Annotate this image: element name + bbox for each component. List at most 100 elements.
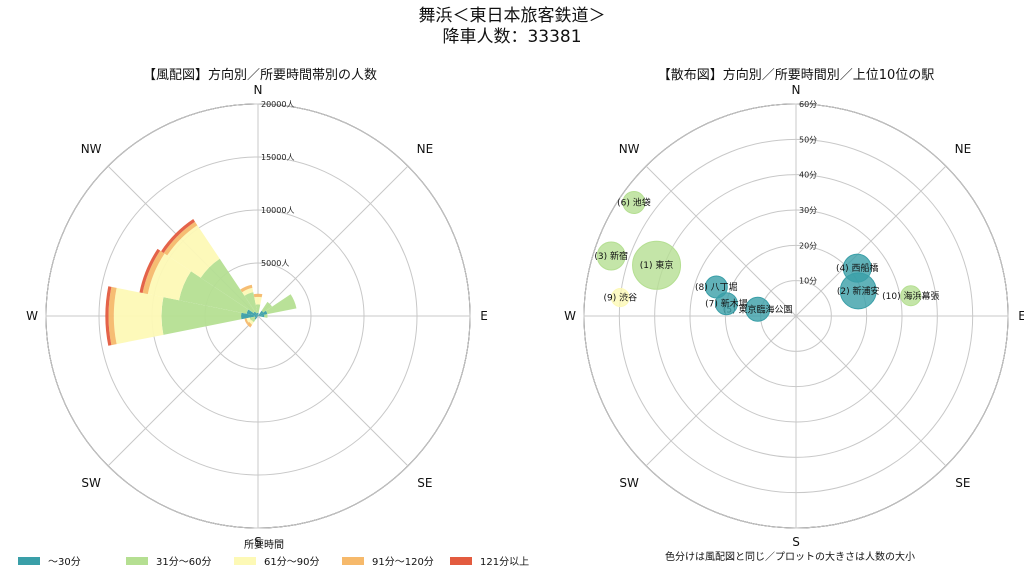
windrose-direction-nw: NW — [81, 142, 102, 156]
scatter-direction-n: N — [792, 83, 801, 97]
scatter-note: 色分けは風配図と同じ／プロットの大きさは人数の大小 — [665, 552, 915, 563]
windrose-direction-sw: SW — [81, 476, 101, 490]
scatter-direction-s: S — [792, 535, 800, 549]
scatter-grid-spoke — [795, 165, 947, 317]
scatter-r-tick-label: 30分 — [799, 206, 817, 215]
scatter-title: 【散布図】方向別／所要時間別／上位10位の駅 — [657, 68, 935, 83]
legend-item: ～30分 — [18, 553, 81, 568]
scatter-point-label: (3) 新宿 — [594, 250, 628, 262]
scatter-point — [610, 288, 630, 308]
legend-item: 121分以上 — [450, 553, 529, 568]
windrose-grid-spoke — [257, 315, 409, 467]
windrose-bar — [249, 316, 256, 321]
windrose-bar — [246, 309, 258, 316]
windrose-bar — [249, 320, 254, 325]
scatter-point — [745, 296, 771, 322]
scatter-point-label: (1) 東京 — [640, 259, 674, 271]
windrose-bar — [246, 317, 251, 323]
windrose-bar — [254, 296, 262, 305]
legend-title: 所要時間 — [244, 540, 284, 551]
windrose-bar — [200, 258, 256, 314]
scatter-point — [704, 275, 728, 299]
legend-swatch — [18, 556, 40, 565]
windrose-bar — [254, 316, 258, 318]
windrose-bar — [161, 297, 242, 335]
windrose-bar — [251, 318, 256, 323]
windrose-direction-w: W — [26, 309, 38, 323]
windrose-bar — [113, 287, 164, 345]
windrose-bar — [178, 271, 249, 314]
scatter-direction-nw: NW — [619, 142, 640, 156]
legend-label: 31分～60分 — [156, 557, 212, 568]
scatter-point-label: (5) 東京臨海公園 — [723, 303, 793, 315]
scatter-point — [900, 285, 922, 307]
windrose-bar — [242, 287, 254, 296]
windrose-direction-e: E — [480, 309, 488, 323]
windrose-direction-ne: NE — [417, 142, 434, 156]
scatter-point-label: (6) 池袋 — [617, 197, 651, 209]
scatter-point — [622, 191, 646, 215]
page-subtitle: 降車人数：33381 — [442, 27, 582, 47]
wind-rose-title: 【風配図】方向別／所要時間帯別の人数 — [142, 68, 377, 83]
windrose-bar — [258, 314, 265, 318]
scatter-direction-e: E — [1018, 309, 1024, 323]
legend-swatch — [342, 556, 364, 565]
scatter-r-tick-label: 10分 — [799, 277, 817, 286]
windrose-bar — [139, 248, 161, 294]
windrose-bar — [258, 310, 264, 316]
scatter-direction-sw: SW — [619, 476, 639, 490]
windrose-bar — [258, 310, 268, 316]
scatter-point — [842, 253, 872, 283]
legend-swatch — [234, 556, 256, 565]
windrose-direction-se: SE — [417, 476, 432, 490]
windrose-bar — [108, 286, 117, 346]
legend-label: 121分以上 — [480, 557, 530, 568]
windrose-bar — [161, 219, 195, 253]
windrose-bar — [147, 253, 192, 301]
scatter-point — [714, 292, 738, 316]
windrose-bar — [253, 293, 263, 298]
windrose-r-tick-label: 5000人 — [261, 259, 289, 268]
windrose-direction-s: S — [254, 535, 262, 549]
scatter-point-label: (10) 海浜幕張 — [882, 290, 939, 302]
windrose-bar — [163, 221, 198, 256]
windrose-bar — [254, 316, 258, 320]
legend-label: 91分～120分 — [372, 557, 434, 568]
windrose-bar — [167, 225, 220, 278]
windrose-bar — [264, 314, 268, 318]
scatter-point-label: (8) 八丁堀 — [695, 282, 738, 293]
legend-item: 91分～120分 — [342, 553, 434, 568]
scatter-point-label: (9) 渋谷 — [603, 292, 637, 304]
windrose-bar — [142, 250, 165, 295]
windrose-bar — [265, 294, 297, 315]
scatter-r-tick-label: 50分 — [799, 135, 817, 144]
scatter-point — [632, 240, 682, 290]
windrose-bar — [240, 284, 253, 293]
windrose-bar — [244, 318, 249, 324]
scatter-point — [596, 241, 626, 271]
windrose-r-tick-label: 10000人 — [261, 206, 294, 215]
scatter-point-label: (2) 新浦安 — [837, 285, 880, 297]
windrose-grid-spoke — [107, 315, 259, 467]
scatter-point-label: (7) 新木場 — [705, 298, 748, 310]
scatter-grid-spoke — [645, 315, 797, 467]
scatter-direction-ne: NE — [955, 142, 972, 156]
windrose-grid-spoke — [257, 165, 409, 317]
scatter-grid-spoke — [645, 165, 797, 317]
scatter-grid-spoke — [795, 315, 947, 467]
windrose-bar — [255, 304, 261, 313]
legend-label: 61分～90分 — [264, 557, 320, 568]
windrose-bar — [256, 312, 258, 316]
windrose-direction-n: N — [254, 83, 263, 97]
scatter-direction-se: SE — [955, 476, 970, 490]
legend-swatch — [450, 556, 472, 565]
scatter-point-label: (4) 西船橋 — [836, 262, 879, 274]
legend-item: 31分～60分 — [126, 553, 211, 568]
windrose-bar — [246, 321, 253, 328]
scatter-direction-w: W — [564, 309, 576, 323]
windrose-bar — [257, 312, 259, 316]
windrose-bar — [261, 301, 273, 313]
scatter-r-tick-label: 20分 — [799, 241, 817, 250]
windrose-bar — [105, 286, 112, 346]
